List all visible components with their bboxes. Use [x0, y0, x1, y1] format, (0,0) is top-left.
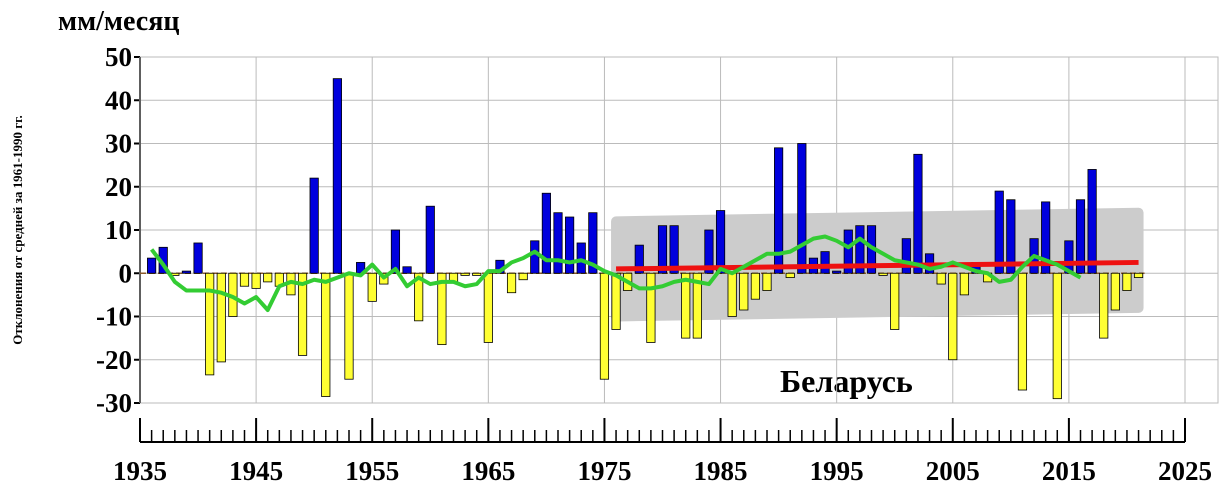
- bar: [414, 272, 424, 322]
- bar: [901, 238, 911, 274]
- bar: [890, 272, 900, 330]
- bar: [774, 147, 784, 274]
- bar: [936, 272, 946, 285]
- x-tick-label: 1995: [810, 456, 864, 486]
- bar: [692, 272, 702, 339]
- bar: [506, 272, 517, 294]
- bar: [843, 229, 853, 274]
- bar: [483, 272, 493, 343]
- x-tick-label: 1935: [113, 456, 167, 486]
- bar: [1041, 201, 1051, 274]
- x-tick-label: 1955: [345, 456, 399, 486]
- bar: [263, 272, 273, 283]
- y-tick-label: 40: [105, 85, 132, 115]
- bar: [321, 272, 331, 397]
- x-tick-label: 1975: [577, 456, 631, 486]
- bar: [332, 78, 342, 274]
- bar: [1122, 272, 1132, 291]
- y-tick-label: 0: [119, 258, 133, 288]
- bar: [541, 192, 551, 274]
- y-tick-label: 30: [105, 129, 132, 159]
- bar: [205, 272, 215, 376]
- bar: [820, 251, 830, 274]
- bar: [785, 272, 795, 278]
- bar: [181, 270, 192, 274]
- bar: [460, 272, 470, 276]
- annotation: Беларусь: [780, 363, 913, 399]
- bar: [390, 229, 401, 274]
- y-tick-label: -10: [96, 302, 132, 332]
- bar: [239, 272, 250, 287]
- x-tick-label: 2005: [926, 456, 980, 486]
- bar: [878, 272, 888, 276]
- bar: [994, 190, 1004, 274]
- smoothed-line: [150, 234, 1082, 313]
- bar: [1006, 199, 1016, 274]
- bar: [855, 225, 865, 274]
- bar: [727, 272, 737, 317]
- bar: [762, 272, 772, 291]
- bar: [518, 272, 528, 281]
- bar: [797, 143, 807, 274]
- bar: [657, 225, 668, 274]
- chart-title: мм/месяц: [58, 6, 179, 37]
- bar: [576, 242, 586, 274]
- bar: [1017, 272, 1028, 391]
- bar: [832, 270, 842, 274]
- bar: [565, 216, 575, 274]
- y-tick-label: 10: [105, 215, 132, 245]
- bar: [634, 244, 644, 274]
- bar: [344, 272, 354, 380]
- bar: [216, 272, 226, 363]
- bar: [669, 225, 679, 274]
- x-tick-label: 2015: [1042, 456, 1096, 486]
- bar: [959, 272, 969, 296]
- y-tick-label: -20: [96, 345, 132, 375]
- bar: [681, 272, 691, 339]
- bar: [251, 272, 261, 289]
- bar: [611, 272, 621, 330]
- bar: [147, 257, 157, 274]
- y-tick-label: -30: [96, 388, 132, 418]
- bar: [1075, 199, 1086, 274]
- bar: [437, 272, 447, 346]
- x-tick-label: 1965: [461, 456, 515, 486]
- bar: [402, 266, 412, 274]
- bar: [530, 240, 540, 274]
- bar: [588, 212, 598, 274]
- bar: [739, 272, 749, 311]
- bar: [704, 229, 714, 274]
- bar: [472, 272, 482, 276]
- bar: [1087, 169, 1097, 274]
- bar: [948, 272, 958, 361]
- bar: [367, 272, 377, 302]
- x-tick-label: 1945: [229, 456, 283, 486]
- bar: [599, 272, 610, 380]
- bar: [1133, 272, 1144, 278]
- x-tick-label: 2025: [1158, 456, 1212, 486]
- bar: [715, 210, 726, 274]
- bar: [646, 272, 656, 343]
- y-tick-label: 50: [105, 42, 132, 72]
- bar: [553, 212, 563, 274]
- bar: [1052, 272, 1062, 400]
- bar: [750, 272, 760, 300]
- bar: [1110, 272, 1120, 311]
- bar: [913, 153, 923, 274]
- y-axis-label: Отклонения от средней за 1961-1990 гг.: [10, 115, 25, 345]
- x-tick-label: 1985: [694, 456, 748, 486]
- bar: [193, 242, 203, 274]
- bar: [425, 205, 435, 274]
- bar: [297, 272, 308, 356]
- bar: [309, 177, 319, 274]
- bar: [1099, 272, 1109, 339]
- y-tick-label: 20: [105, 172, 132, 202]
